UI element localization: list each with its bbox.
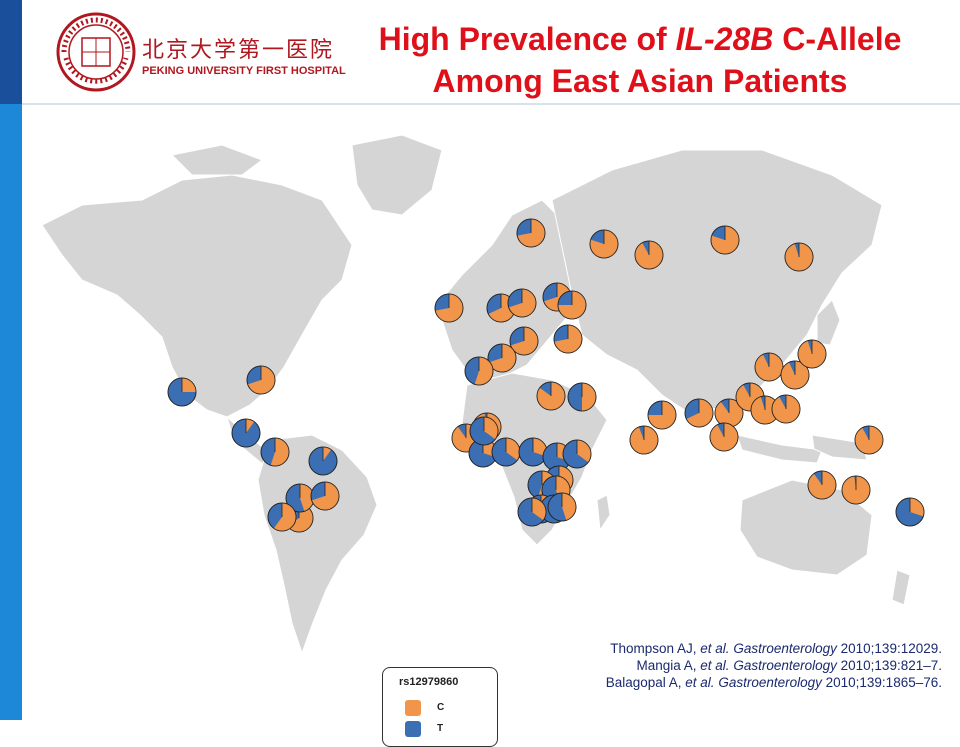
slide-title: High Prevalence of IL-28B C-Allele Among…: [330, 18, 950, 102]
pie-marker: [557, 290, 587, 320]
hospital-name-chinese: 北京大学第一医院: [142, 38, 335, 63]
pie-marker: [784, 242, 814, 272]
pie-marker: [518, 437, 548, 467]
pie-marker: [434, 293, 464, 323]
pie-marker: [780, 360, 810, 390]
pie-marker: [754, 352, 784, 382]
title-prefix: High Prevalence of: [378, 21, 676, 57]
title-line2: Among East Asian Patients: [432, 63, 848, 99]
pie-marker: [710, 225, 740, 255]
pie-slice-c: [533, 438, 547, 457]
landmass-asia: [551, 149, 883, 416]
pie-slice-c: [435, 294, 464, 323]
header-divider: [22, 103, 960, 105]
pie-slice-c: [323, 447, 332, 461]
pie-marker: [310, 481, 340, 511]
pie-marker: [634, 240, 664, 270]
map-panel: rs12979860 C T: [22, 105, 960, 747]
landmass-new-zealand: [891, 569, 911, 606]
landmass-new-guinea: [811, 434, 868, 461]
pie-slice-c: [562, 493, 576, 521]
pie-slice-c: [532, 498, 547, 521]
pie-slice-c: [484, 417, 499, 440]
pie-marker: [308, 446, 338, 476]
pie-marker: [517, 497, 547, 527]
world-map: [41, 134, 925, 655]
pie-slice-c: [686, 399, 713, 427]
pie-slice-c: [506, 438, 521, 461]
pie-marker: [267, 502, 297, 532]
pie-marker: [509, 326, 539, 356]
pie-marker: [714, 398, 744, 428]
pie-slice-c: [273, 503, 296, 531]
landmass-madagascar: [596, 494, 611, 532]
pie-marker: [507, 288, 537, 318]
pie-slice-c: [582, 383, 596, 411]
legend-swatch-c: [405, 700, 421, 716]
slide-header: [22, 0, 960, 104]
pie-marker: [895, 497, 925, 527]
pie-marker: [797, 339, 827, 369]
pie-marker: [647, 400, 677, 430]
references: Thompson AJ, et al. Gastroenterology 201…: [606, 640, 942, 691]
pie-marker: [260, 437, 290, 467]
landmass-north-america: [41, 174, 353, 418]
pie-marker: [841, 475, 871, 505]
land-masses: [41, 134, 911, 655]
pie-marker: [516, 218, 546, 248]
pie-marker: [807, 470, 837, 500]
pie-marker: [231, 418, 261, 448]
pie-marker: [547, 492, 577, 522]
pie-slice-c: [300, 484, 314, 512]
landmass-indonesia: [736, 434, 823, 464]
pie-slice-c: [246, 419, 255, 433]
reference-3: Balagopal A, et al. Gastroenterology 201…: [605, 675, 942, 690]
pie-marker: [167, 377, 197, 407]
pie-slice-c: [287, 504, 313, 532]
landmass-south-america: [257, 434, 378, 655]
pie-marker: [536, 381, 566, 411]
pie-marker: [562, 439, 592, 469]
pie-marker: [246, 365, 276, 395]
legend-swatch-t: [405, 721, 421, 737]
pie-marker: [464, 356, 494, 386]
reference-2: Mangia A, et al. Gastroenterology 2010;1…: [636, 658, 942, 673]
pie-marker: [684, 398, 714, 428]
pie-marker: [771, 394, 801, 424]
university-seal-logo: [56, 12, 136, 92]
legend-label-c: C: [437, 702, 445, 713]
pie-marker: [469, 416, 499, 446]
pie-slice-c: [710, 423, 739, 452]
allele-pie-markers: [167, 218, 925, 533]
pie-slice-c: [910, 498, 924, 517]
reference-1: Thompson AJ, et al. Gastroenterology 201…: [610, 641, 942, 656]
legend-label-t: T: [437, 723, 444, 734]
pie-marker: [553, 324, 583, 354]
pie-marker: [487, 343, 517, 373]
pie-marker: [491, 437, 521, 467]
pie-marker: [589, 229, 619, 259]
pie-marker: [709, 422, 739, 452]
landmass-japan: [816, 299, 841, 346]
pie-slice-c: [488, 344, 517, 373]
pie-marker: [285, 483, 315, 513]
pie-marker: [854, 425, 884, 455]
pie-marker: [629, 425, 659, 455]
landmass-greenland: [351, 134, 443, 216]
pie-marker: [567, 382, 597, 412]
left-accent-bar-top: [0, 0, 22, 104]
pie-marker: [750, 395, 780, 425]
title-suffix: C-Allele: [773, 21, 902, 57]
left-accent-bar: [0, 0, 22, 720]
map-legend: rs12979860 C T: [382, 667, 498, 747]
legend-title: rs12979860: [399, 676, 459, 688]
landmass-arctic-islands: [170, 144, 264, 176]
title-gene: IL-28B: [675, 21, 774, 57]
hospital-name-english: PEKING UNIVERSITY FIRST HOSPITAL: [142, 65, 346, 77]
pie-slice-c: [577, 440, 592, 463]
pie-slice-c: [182, 378, 196, 392]
